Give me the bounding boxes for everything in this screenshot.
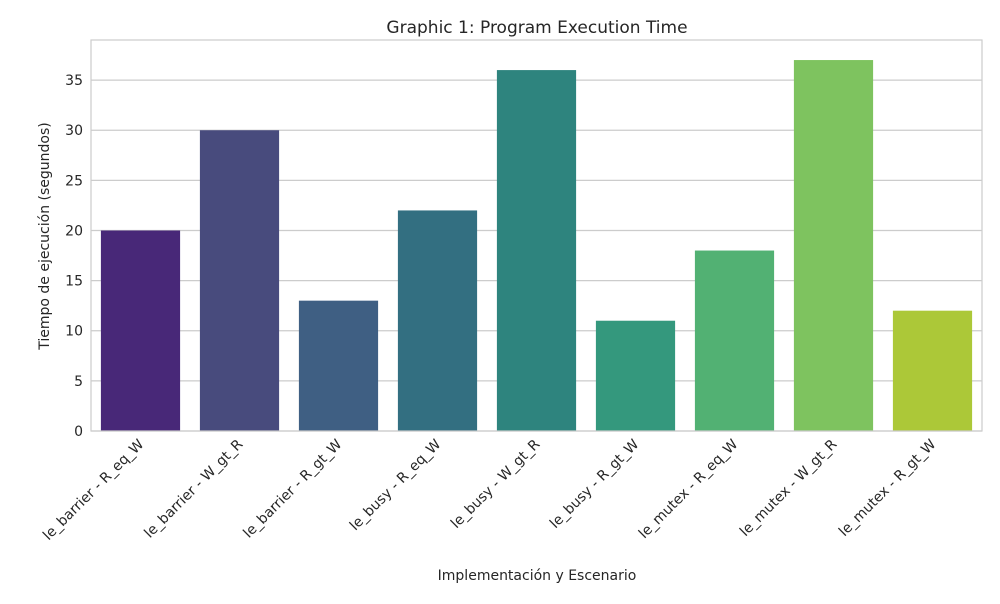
bar [100, 230, 181, 431]
y-tick-label: 15 [65, 274, 83, 290]
y-tick-label: 20 [65, 223, 83, 239]
bar [694, 250, 775, 431]
bar [892, 310, 973, 431]
bar [397, 210, 478, 431]
bar [793, 60, 874, 432]
bar [496, 70, 577, 432]
y-tick-label: 30 [65, 123, 83, 139]
y-tick-label: 10 [65, 324, 83, 340]
y-axis-label: Tiempo de ejecución (segundos) [37, 122, 53, 351]
y-tick-label: 5 [74, 374, 83, 390]
bar [298, 300, 379, 431]
bar [595, 320, 676, 431]
y-tick-label: 35 [65, 73, 83, 89]
plot-frame [90, 39, 983, 432]
y-tick-labels: 0 5 10 15 20 25 30 35 [65, 73, 83, 440]
bars [100, 60, 973, 432]
x-axis-label: Implementación y Escenario [438, 568, 637, 584]
chart-title: Graphic 1: Program Execution Time [386, 18, 687, 38]
bar [199, 130, 280, 431]
y-tick-label: 0 [74, 424, 83, 440]
y-tick-label: 25 [65, 173, 83, 189]
